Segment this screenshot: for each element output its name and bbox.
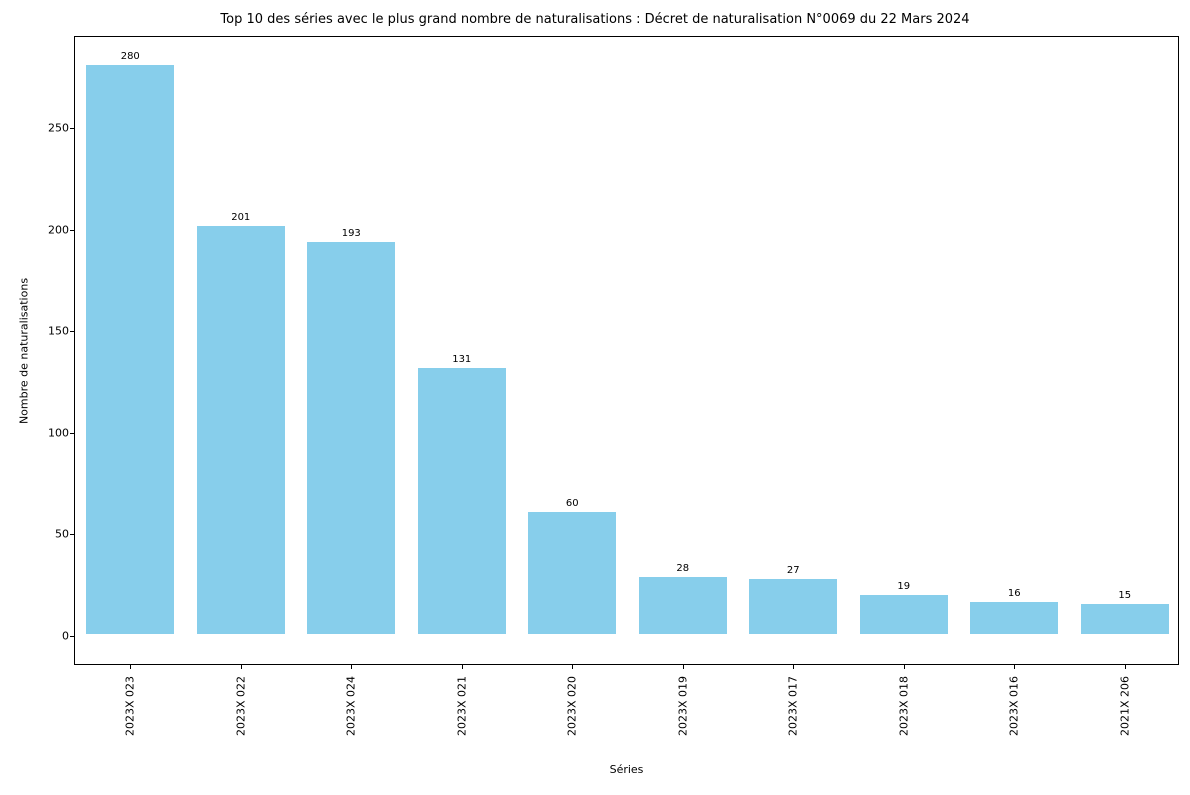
x-tick-mark bbox=[572, 664, 573, 669]
x-tick-label: 2023X 017 bbox=[787, 676, 800, 736]
bar bbox=[639, 577, 727, 634]
bar-value-label: 16 bbox=[1008, 588, 1021, 599]
x-tick-label: 2023X 023 bbox=[124, 676, 137, 736]
figure: Top 10 des séries avec le plus grand nom… bbox=[0, 0, 1190, 795]
y-tick-label: 250 bbox=[48, 121, 75, 134]
bar-value-label: 193 bbox=[342, 228, 361, 239]
bar bbox=[528, 512, 616, 634]
x-tick-mark bbox=[683, 664, 684, 669]
plot-area: 0501001502002502802023X 0232012023X 0221… bbox=[74, 36, 1179, 665]
x-tick-label: 2023X 021 bbox=[455, 676, 468, 736]
y-tick-label: 200 bbox=[48, 223, 75, 236]
x-tick-label: 2023X 022 bbox=[234, 676, 247, 736]
bar bbox=[307, 242, 395, 634]
x-tick-label: 2021X 206 bbox=[1118, 676, 1131, 736]
x-axis-label: Séries bbox=[610, 763, 644, 776]
bar bbox=[860, 595, 948, 634]
bar-value-label: 15 bbox=[1118, 590, 1131, 601]
bar-value-label: 280 bbox=[121, 51, 140, 62]
x-tick-mark bbox=[130, 664, 131, 669]
bar-value-label: 28 bbox=[676, 563, 689, 574]
y-axis-label: Nombre de naturalisations bbox=[18, 277, 31, 423]
y-tick-label: 0 bbox=[62, 630, 75, 643]
bar bbox=[418, 368, 506, 634]
x-tick-mark bbox=[1014, 664, 1015, 669]
x-tick-mark bbox=[1125, 664, 1126, 669]
bar-value-label: 27 bbox=[787, 565, 800, 576]
y-tick-label: 100 bbox=[48, 426, 75, 439]
x-tick-label: 2023X 018 bbox=[897, 676, 910, 736]
x-tick-mark bbox=[904, 664, 905, 669]
bar bbox=[86, 65, 174, 634]
x-tick-mark bbox=[462, 664, 463, 669]
bar-value-label: 60 bbox=[566, 498, 579, 509]
x-tick-mark bbox=[351, 664, 352, 669]
bar bbox=[970, 602, 1058, 635]
x-tick-label: 2023X 020 bbox=[566, 676, 579, 736]
y-tick-label: 150 bbox=[48, 325, 75, 338]
bar-value-label: 19 bbox=[897, 581, 910, 592]
y-tick-label: 50 bbox=[55, 528, 75, 541]
x-tick-mark bbox=[241, 664, 242, 669]
chart-title: Top 10 des séries avec le plus grand nom… bbox=[0, 12, 1190, 27]
x-tick-label: 2023X 016 bbox=[1008, 676, 1021, 736]
bar-value-label: 201 bbox=[231, 212, 250, 223]
bar-value-label: 131 bbox=[452, 354, 471, 365]
x-tick-mark bbox=[793, 664, 794, 669]
bar bbox=[749, 579, 837, 634]
x-tick-label: 2023X 019 bbox=[676, 676, 689, 736]
x-tick-label: 2023X 024 bbox=[345, 676, 358, 736]
bar bbox=[1081, 604, 1169, 634]
bar bbox=[197, 226, 285, 634]
